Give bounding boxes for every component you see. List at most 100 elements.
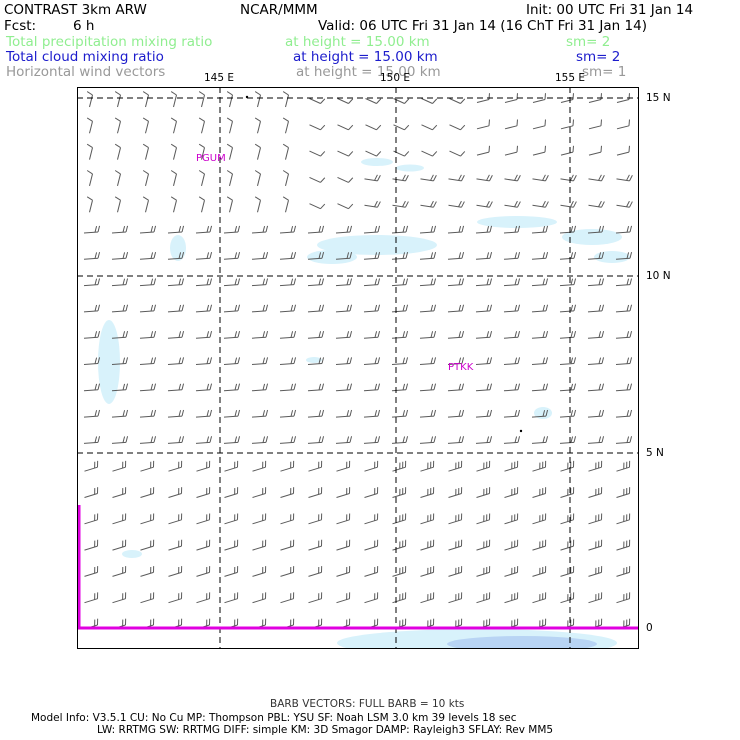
wind-barb-feather <box>226 117 233 122</box>
wind-barb-feather <box>545 436 549 443</box>
wind-barb-feather <box>348 203 354 210</box>
wind-barb-shaft <box>560 125 574 130</box>
wind-barb-feather <box>237 383 241 390</box>
wind-barb-feather <box>94 331 98 338</box>
wind-barb-shaft <box>475 336 491 339</box>
wind-barb-shaft <box>392 571 406 577</box>
wind-barb-feather <box>460 98 466 104</box>
wind-barb-feather <box>377 201 381 208</box>
wind-barb-feather <box>293 383 297 390</box>
wind-barb-shaft <box>145 173 149 187</box>
wind-barb-shaft <box>111 415 127 418</box>
cloud-patch <box>307 250 357 264</box>
wind-barb-feather <box>178 383 182 391</box>
lat-label-15n: 15 N <box>646 92 671 104</box>
model-info-line2: LW: RRTMG SW: RRTMG DIFF: simple KM: 3D … <box>97 724 554 736</box>
wind-barb-feather <box>598 225 602 233</box>
wind-barb-feather <box>461 201 465 208</box>
wind-barb-shaft <box>139 231 155 234</box>
wind-barb-feather <box>405 252 409 259</box>
wind-barb-shaft <box>504 99 518 103</box>
wind-barb-shaft <box>475 257 491 260</box>
wind-barb-shaft <box>504 519 518 525</box>
wind-barb-shaft <box>532 99 546 103</box>
wind-barb-feather <box>542 225 546 233</box>
wind-barb-shaft <box>560 466 574 472</box>
wind-barb-feather <box>430 383 434 391</box>
wind-barb-shaft <box>363 415 379 418</box>
island-marker <box>519 429 523 433</box>
wind-barb-shaft <box>391 389 407 392</box>
wind-barb-shaft <box>532 493 546 498</box>
wind-barb-feather <box>237 278 241 285</box>
wind-barb-shaft <box>285 147 289 160</box>
wind-barb-shaft <box>251 231 267 234</box>
wind-barb-shaft <box>447 415 463 418</box>
wind-barb-shaft <box>195 336 211 339</box>
wind-barb-feather <box>346 436 350 443</box>
wind-barb-shaft <box>308 493 322 498</box>
wind-barb-feather <box>226 196 233 201</box>
wind-barb-feather <box>601 304 605 312</box>
wind-barb-feather <box>94 383 98 391</box>
field-precip-height: at height = 15.00 km <box>285 34 430 50</box>
wind-barb-feather <box>348 124 354 131</box>
wind-barb-shaft <box>587 389 603 392</box>
wind-barb-feather <box>153 278 157 285</box>
wind-barb-feather <box>570 410 574 417</box>
wind-barb-shaft <box>195 284 211 287</box>
wind-barb-shaft <box>448 598 462 604</box>
wind-barb-shaft <box>307 231 323 234</box>
wind-barb-shaft <box>419 231 435 234</box>
wind-barb-feather <box>377 304 381 312</box>
wind-barb-feather <box>94 252 98 259</box>
wind-barb-shaft <box>279 257 295 260</box>
wind-barb-shaft <box>420 204 434 208</box>
wind-barb-shaft <box>364 466 378 472</box>
wind-barb-shaft <box>173 147 177 160</box>
wind-barb-feather <box>545 330 549 338</box>
wind-barb-shaft <box>504 151 518 156</box>
wind-barb-feather <box>150 331 154 338</box>
wind-barb-shaft <box>475 441 491 444</box>
field-precip-name: Total precipitation mixing ratio <box>6 34 213 50</box>
field-precip-smoothing: sm= 2 <box>566 34 611 50</box>
cloud-field <box>98 158 630 649</box>
wind-barb-feather <box>542 436 546 443</box>
lat-label-10n: 10 N <box>646 270 671 282</box>
wind-barb-shaft <box>112 571 126 577</box>
wind-barb-shaft <box>308 598 322 604</box>
wind-barb-feather <box>402 200 406 207</box>
wind-barb-feather <box>573 383 577 390</box>
wind-barb-shaft <box>139 415 155 418</box>
wind-barb-feather <box>458 304 462 312</box>
wind-barb-shaft <box>280 519 294 525</box>
wind-barb-shaft <box>615 257 631 260</box>
wind-barb-feather <box>514 225 518 233</box>
wind-barb-feather <box>374 357 378 364</box>
wind-barb-shaft <box>503 284 519 287</box>
wind-barb-shaft <box>588 204 602 208</box>
wind-barb-feather <box>514 331 518 338</box>
lon-label-145e: 145 E <box>204 72 235 84</box>
wind-barb-shaft <box>117 173 121 187</box>
wind-barb-shaft <box>503 415 519 418</box>
wind-barb-feather <box>142 143 149 149</box>
wind-barb-feather <box>320 124 326 131</box>
wind-barb-feather <box>626 174 630 181</box>
wind-barb-feather <box>626 278 630 285</box>
wind-barb-shaft <box>447 257 463 260</box>
wind-barb-shaft <box>83 310 99 313</box>
wind-barb-shaft <box>140 493 154 498</box>
wind-barb-feather <box>86 91 93 96</box>
wind-barb-feather <box>293 436 297 443</box>
wind-barb-shaft <box>167 310 183 313</box>
wind-barb-feather <box>321 436 325 443</box>
wind-barb-shaft <box>257 200 261 213</box>
wind-barb-feather <box>290 225 294 233</box>
wind-barb-shaft <box>139 284 155 287</box>
wind-barb-shaft <box>420 466 434 472</box>
wind-barb-shaft <box>532 571 546 577</box>
wind-barb-shaft <box>336 545 350 551</box>
wind-barb-feather <box>377 383 381 390</box>
